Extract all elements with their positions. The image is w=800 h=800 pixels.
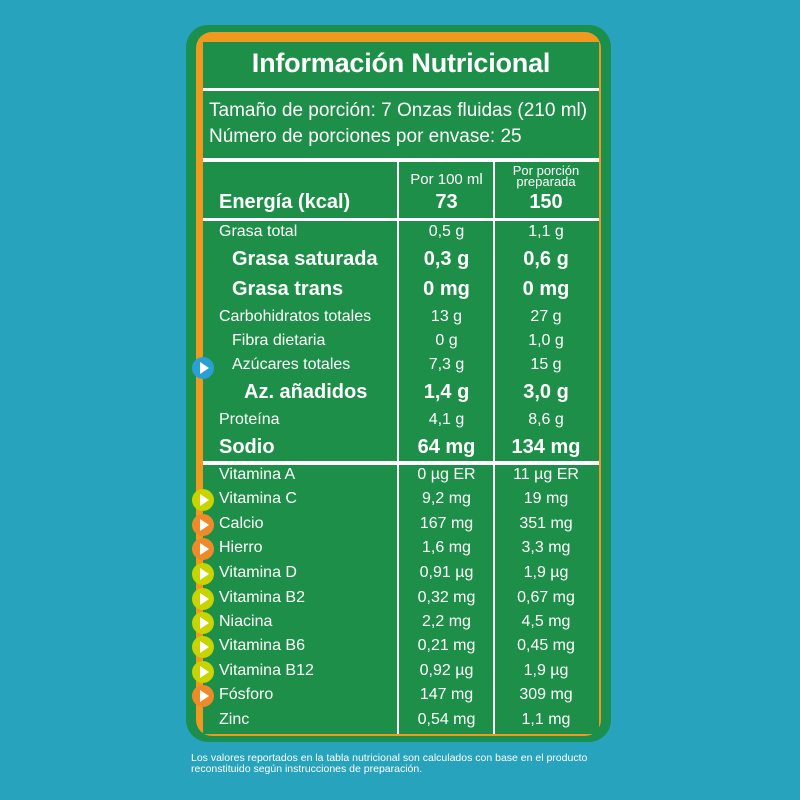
nutrient-per-100: 7,3 g	[428, 356, 465, 373]
column-divider-1	[397, 162, 399, 734]
yellow-arrow-bullet-icon	[192, 489, 214, 511]
nutrient-per-100: 13 g	[430, 308, 463, 325]
energy-label: Energía (kcal)	[219, 191, 351, 213]
vitamin-label: Vitamina A	[219, 466, 296, 483]
vitamin-per-serving: 0,45 mg	[517, 637, 575, 654]
nutrient-label: Proteína	[219, 411, 280, 428]
vitamin-per-serving: 351 mg	[519, 515, 573, 532]
vitamin-label: Vitamina C	[219, 490, 297, 507]
nutrient-per-serving: 3,0 g	[523, 381, 569, 403]
nutrient-per-100: 0,3 g	[423, 248, 470, 270]
nutrient-per-100: 4,1 g	[428, 411, 465, 428]
rule-under-energy	[203, 218, 599, 221]
vitamin-per-serving: 19 mg	[523, 490, 569, 507]
vitamin-per-serving: 1,9 µg	[523, 662, 569, 679]
col-header-per-serving-line1: Por porción	[512, 163, 580, 178]
vitamin-per-serving: 0,67 mg	[517, 589, 575, 606]
vitamin-label: Calcio	[219, 515, 264, 532]
vitamin-per-100: 0 µg ER	[417, 466, 476, 483]
yellow-arrow-bullet-icon	[192, 563, 214, 585]
vitamin-per-serving: 11 µg ER	[513, 466, 579, 483]
col-header-per-100: Por 100 ml	[410, 171, 483, 188]
nutrient-per-100: 0 mg	[423, 278, 470, 300]
serving-info: Tamaño de porción: 7 Onzas fluidas (210 …	[209, 98, 587, 150]
yellow-arrow-bullet-icon	[192, 588, 214, 610]
vitamin-label: Niacina	[219, 613, 273, 630]
nutrient-label: Sodio	[219, 436, 275, 458]
energy-per-serving: 150	[529, 191, 563, 213]
nutrient-per-serving: 8,6 g	[528, 411, 564, 428]
vitamin-per-100: 0,32 mg	[417, 589, 476, 606]
nutrient-per-serving: 27 g	[530, 308, 562, 325]
vitamin-per-serving: 309 mg	[519, 686, 573, 703]
orange-arrow-bullet-icon	[192, 514, 214, 536]
vitamin-per-100: 9,2 mg	[422, 490, 471, 507]
nutrient-per-100: 64 mg	[417, 436, 476, 458]
vitamin-per-100: 0,92 µg	[419, 662, 474, 679]
rule-under-title	[203, 88, 599, 91]
nutrient-per-serving: 1,1 g	[528, 223, 564, 240]
vitamin-label: Zinc	[219, 711, 250, 728]
nutrient-per-serving: 15 g	[530, 356, 562, 373]
rule-under-sodium	[203, 461, 599, 465]
nutrient-label: Grasa total	[219, 223, 298, 240]
nutrient-label: Grasa saturada	[232, 248, 378, 270]
energy-per-100: 73	[435, 191, 458, 213]
vitamin-label: Vitamina B2	[219, 589, 305, 606]
vitamin-label: Hierro	[219, 539, 263, 556]
vitamin-per-serving: 4,5 mg	[521, 613, 571, 630]
yellow-arrow-bullet-icon	[192, 636, 214, 658]
nutrient-label: Fibra dietaria	[232, 332, 326, 349]
orange-arrow-bullet-icon	[192, 685, 214, 707]
servings-per-container: Número de porciones por envase: 25	[209, 126, 522, 147]
yellow-arrow-bullet-icon	[192, 612, 214, 634]
nutrient-label: Az. añadidos	[244, 381, 368, 403]
column-divider-2	[493, 162, 495, 734]
serving-size: Tamaño de porción: 7 Onzas fluidas (210 …	[209, 100, 588, 121]
vitamin-per-100: 167 mg	[419, 515, 474, 532]
vitamin-label: Vitamina D	[219, 564, 297, 581]
nutrient-label: Carbohidratos totales	[219, 308, 372, 325]
nutrient-label: Azúcares totales	[232, 356, 351, 373]
vitamin-per-100: 2,2 mg	[422, 613, 471, 630]
vitamin-per-serving: 1,9 µg	[523, 564, 569, 581]
nutrient-label: Grasa trans	[232, 278, 344, 300]
vitamin-per-100: 1,6 mg	[422, 539, 471, 556]
yellow-arrow-bullet-icon	[192, 661, 214, 683]
nutrient-per-serving: 0 mg	[522, 278, 570, 300]
label-title: Información Nutricional	[251, 48, 551, 78]
nutrient-per-100: 0,5 g	[428, 223, 465, 240]
vitamin-per-100: 0,91 µg	[419, 564, 474, 581]
vitamin-per-serving: 3,3 mg	[521, 539, 571, 556]
orange-arrow-bullet-icon	[192, 538, 214, 560]
nutrient-per-serving: 1,0 g	[528, 332, 564, 349]
nutrient-per-serving: 134 mg	[511, 436, 581, 458]
footnote: Los valores reportados en la tabla nutri…	[191, 752, 588, 775]
vitamin-per-serving: 1,1 mg	[521, 711, 571, 728]
rule-under-serving	[203, 158, 599, 162]
vitamin-label: Fósforo	[219, 686, 274, 703]
vitamin-per-100: 0,54 mg	[417, 711, 476, 728]
vitamin-per-100: 0,21 mg	[417, 637, 476, 654]
nutrient-per-100: 0 g	[435, 332, 458, 349]
vitamin-label: Vitamina B6	[219, 637, 305, 654]
nutrient-per-serving: 0,6 g	[523, 248, 569, 270]
vitamin-per-100: 147 mg	[419, 686, 474, 703]
vitamin-label: Vitamina B12	[219, 662, 314, 679]
nutrition-panel	[203, 42, 599, 734]
nutrient-per-100: 1,4 g	[423, 381, 470, 403]
col-header-per-serving-line2: preparada	[516, 174, 576, 189]
blue-arrow-bullet-icon	[192, 357, 214, 379]
